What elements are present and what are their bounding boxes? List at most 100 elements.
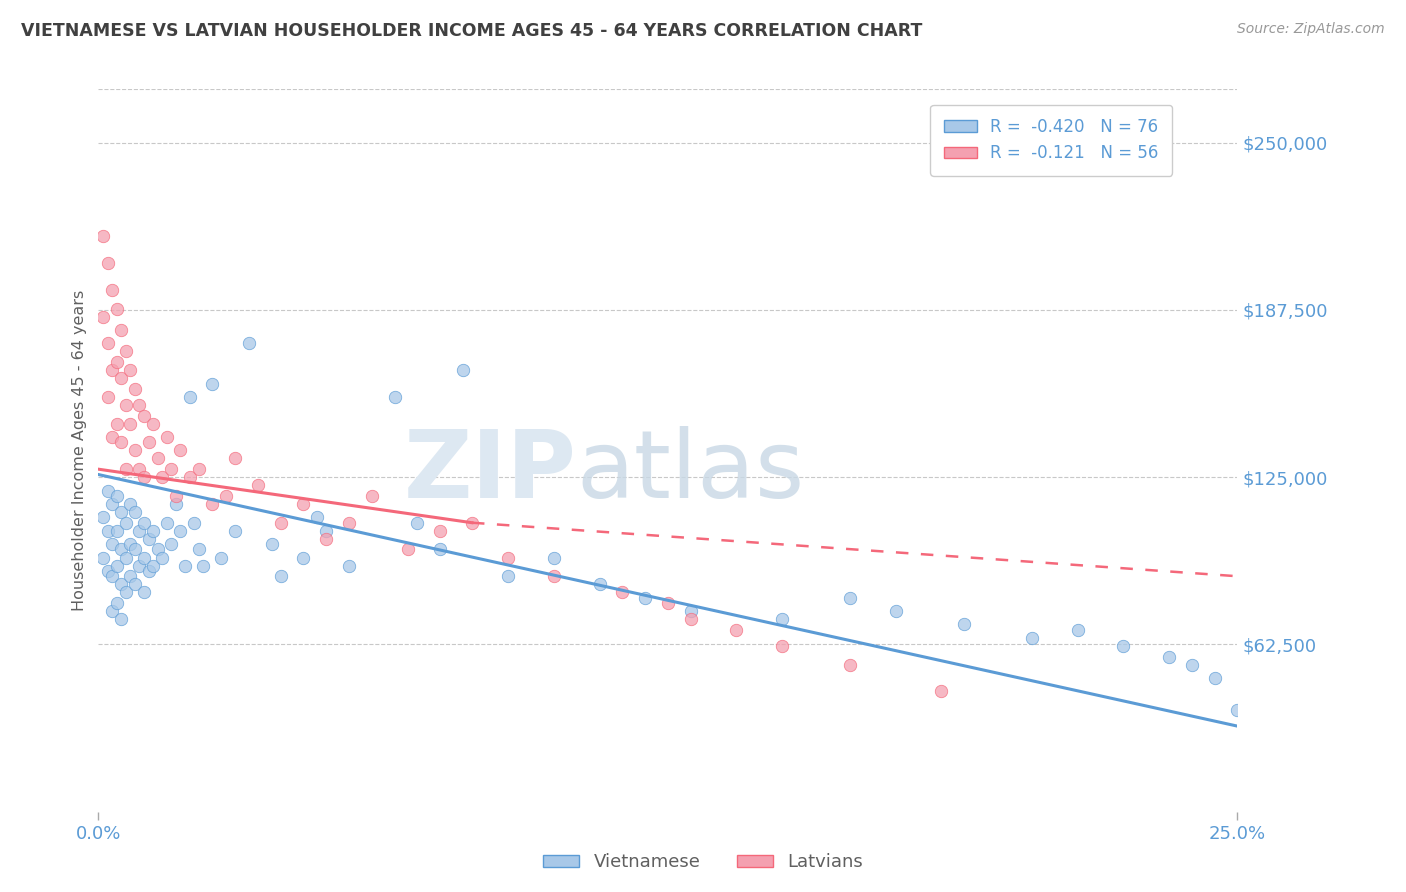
Text: Source: ZipAtlas.com: Source: ZipAtlas.com — [1237, 22, 1385, 37]
Point — [165, 497, 187, 511]
Point — [124, 382, 146, 396]
Point — [337, 516, 360, 530]
Point — [101, 363, 124, 377]
Point — [770, 639, 793, 653]
Point — [292, 497, 315, 511]
Point — [101, 537, 124, 551]
Point — [260, 537, 283, 551]
Point — [124, 577, 146, 591]
Point — [543, 550, 565, 565]
Point — [132, 585, 155, 599]
Point — [270, 569, 292, 583]
Point — [498, 550, 520, 565]
Point — [246, 478, 269, 492]
Point — [138, 435, 160, 450]
Point — [238, 336, 260, 351]
Point — [201, 497, 224, 511]
Point — [315, 524, 337, 538]
Legend: Vietnamese, Latvians: Vietnamese, Latvians — [536, 847, 870, 879]
Point — [110, 542, 132, 557]
Point — [634, 591, 657, 605]
Point — [110, 577, 132, 591]
Point — [101, 497, 124, 511]
Point — [101, 569, 124, 583]
Point — [406, 516, 429, 530]
Point — [215, 489, 238, 503]
Point — [929, 684, 952, 698]
Point — [270, 516, 292, 530]
Point — [679, 604, 702, 618]
Point — [142, 524, 165, 538]
Point — [657, 596, 679, 610]
Point — [120, 537, 142, 551]
Point — [124, 542, 146, 557]
Point — [156, 516, 179, 530]
Point — [150, 470, 173, 484]
Point — [120, 569, 142, 583]
Point — [498, 569, 520, 583]
Point — [105, 301, 128, 316]
Point — [174, 558, 197, 573]
Point — [156, 430, 179, 444]
Point — [165, 489, 187, 503]
Text: atlas: atlas — [576, 426, 806, 518]
Point — [201, 376, 224, 391]
Point — [120, 497, 142, 511]
Point — [96, 336, 118, 351]
Point — [169, 443, 191, 458]
Point — [114, 585, 136, 599]
Point — [96, 483, 118, 498]
Point — [128, 558, 150, 573]
Point — [725, 623, 748, 637]
Point — [360, 489, 382, 503]
Text: ZIP: ZIP — [404, 426, 576, 518]
Point — [451, 363, 474, 377]
Point — [169, 524, 191, 538]
Point — [679, 612, 702, 626]
Point — [307, 510, 329, 524]
Point — [160, 462, 183, 476]
Point — [1226, 703, 1249, 717]
Point — [110, 323, 132, 337]
Point — [132, 550, 155, 565]
Point — [224, 524, 246, 538]
Point — [96, 524, 118, 538]
Point — [96, 390, 118, 404]
Point — [179, 390, 201, 404]
Point — [138, 532, 160, 546]
Point — [884, 604, 907, 618]
Point — [114, 550, 136, 565]
Point — [209, 550, 232, 565]
Point — [120, 363, 142, 377]
Point — [124, 505, 146, 519]
Point — [132, 409, 155, 423]
Y-axis label: Householder Income Ages 45 - 64 years: Householder Income Ages 45 - 64 years — [72, 290, 87, 611]
Text: VIETNAMESE VS LATVIAN HOUSEHOLDER INCOME AGES 45 - 64 YEARS CORRELATION CHART: VIETNAMESE VS LATVIAN HOUSEHOLDER INCOME… — [21, 22, 922, 40]
Point — [105, 355, 128, 369]
Point — [105, 558, 128, 573]
Point — [183, 516, 205, 530]
Point — [543, 569, 565, 583]
Point — [839, 657, 862, 672]
Point — [91, 550, 114, 565]
Point — [110, 371, 132, 385]
Legend: R =  -0.420   N = 76, R =  -0.121   N = 56: R = -0.420 N = 76, R = -0.121 N = 56 — [931, 104, 1173, 176]
Point — [101, 430, 124, 444]
Point — [461, 516, 484, 530]
Point — [384, 390, 406, 404]
Point — [105, 489, 128, 503]
Point — [114, 516, 136, 530]
Point — [1157, 649, 1180, 664]
Point — [292, 550, 315, 565]
Point — [101, 604, 124, 618]
Point — [114, 344, 136, 359]
Point — [138, 564, 160, 578]
Point — [187, 542, 209, 557]
Point — [839, 591, 862, 605]
Point — [770, 612, 793, 626]
Point — [91, 310, 114, 324]
Point — [110, 435, 132, 450]
Point — [96, 256, 118, 270]
Point — [91, 229, 114, 244]
Point — [128, 398, 150, 412]
